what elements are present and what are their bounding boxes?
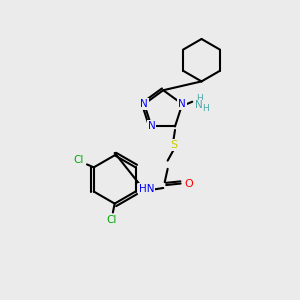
Text: S: S — [170, 140, 177, 150]
Text: O: O — [184, 178, 193, 189]
Text: H: H — [202, 104, 209, 113]
Text: HN: HN — [139, 184, 154, 194]
Text: Cl: Cl — [73, 155, 83, 165]
Text: N: N — [195, 100, 203, 110]
Text: Cl: Cl — [106, 215, 116, 225]
Text: N: N — [140, 99, 148, 109]
Text: N: N — [178, 99, 186, 109]
Text: H: H — [196, 94, 202, 103]
Text: N: N — [148, 122, 155, 131]
